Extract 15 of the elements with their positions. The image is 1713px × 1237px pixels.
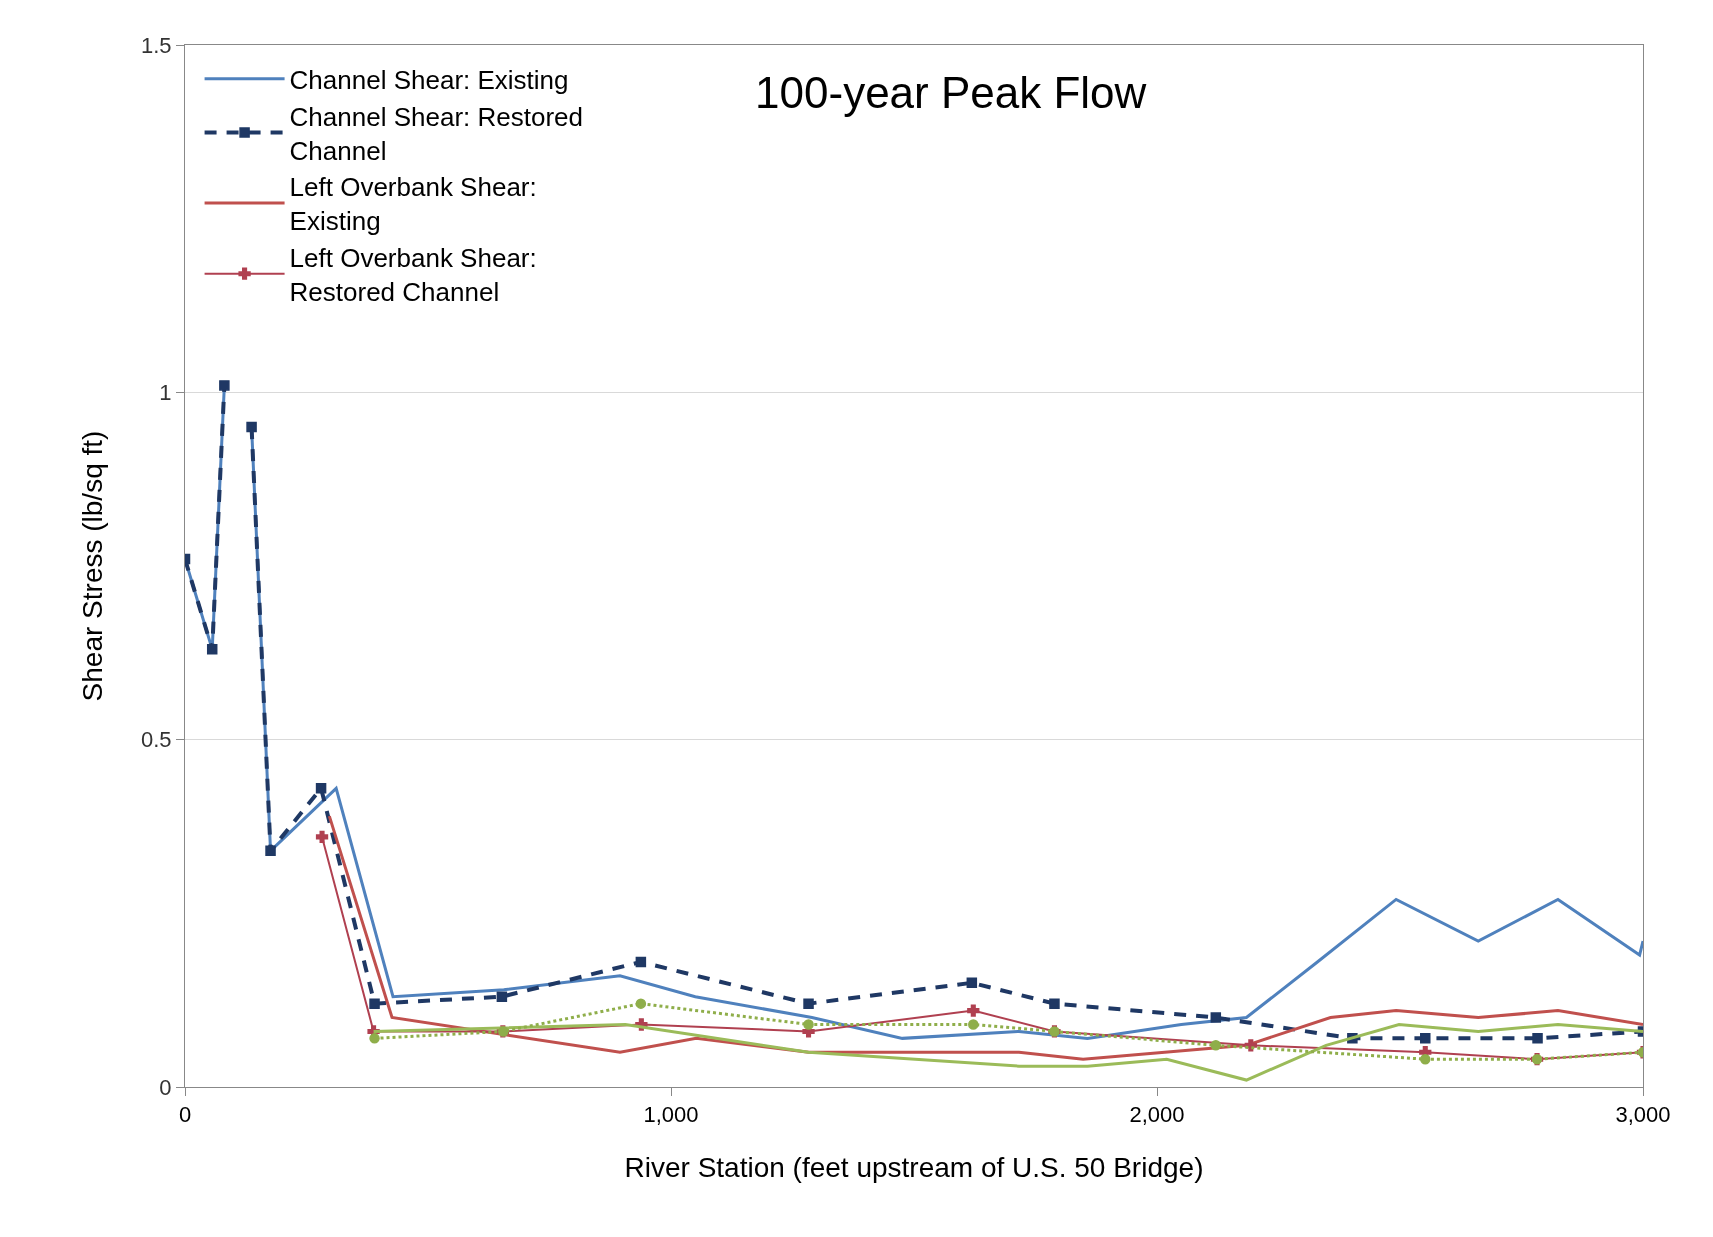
legend-label: Channel Shear: Restored Channel bbox=[289, 101, 583, 166]
x-tick-label: 1,000 bbox=[643, 1102, 699, 1128]
x-tick-label: 2,000 bbox=[1129, 1102, 1185, 1128]
legend-label: Channel Shear: Existing bbox=[289, 64, 569, 95]
y-tick-label: 1 bbox=[159, 380, 172, 406]
y-tick-label: 1.5 bbox=[141, 32, 172, 58]
x-tick-label: 0 bbox=[178, 1102, 192, 1128]
x-axis-title: River Station (feet upstream of U.S. 50 Bridge) bbox=[624, 1151, 1204, 1183]
legend-label: Left Overbank Shear: Restored Channel bbox=[289, 242, 537, 307]
x-tick-label: 3,000 bbox=[1615, 1102, 1671, 1128]
y-axis-title: Shear Stress (lb/sq ft) bbox=[76, 430, 108, 702]
legend-label: Left Overbank Shear: Existing bbox=[289, 172, 537, 237]
text: 100-year Peak Flow bbox=[755, 68, 1147, 118]
y-tick-label: 0 bbox=[159, 1074, 172, 1100]
y-tick-label: 0.5 bbox=[141, 727, 172, 753]
